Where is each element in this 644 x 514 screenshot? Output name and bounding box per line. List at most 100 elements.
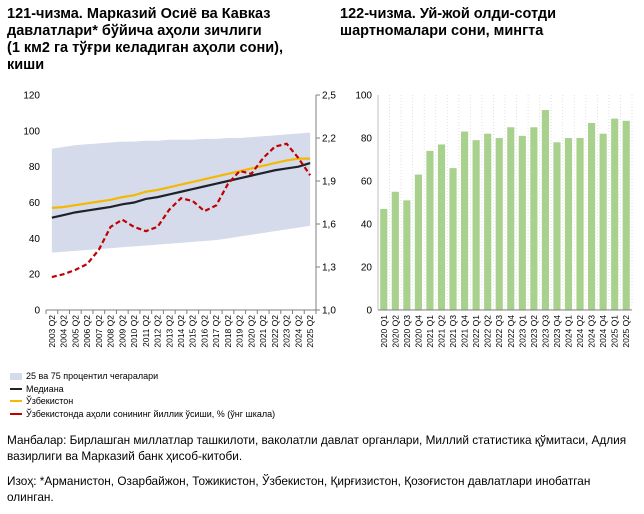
bar <box>484 133 492 310</box>
bar <box>380 208 388 310</box>
band-swatch <box>10 372 22 380</box>
source-note: Манбалар: Бирлашган миллатлар ташкилоти,… <box>7 433 627 463</box>
bar <box>588 122 596 310</box>
bar <box>553 142 561 310</box>
y-tick-label: 60 <box>361 177 373 188</box>
x-tick-label: 2024 Q3 <box>587 315 597 348</box>
bar <box>414 174 422 310</box>
right-title-line: 122-чизма. Уй-жой олди-сотди <box>340 6 557 22</box>
left-y-tick-label: 40 <box>29 234 41 245</box>
left-y-tick-label: 20 <box>29 270 41 281</box>
legend-item-uzbekistan: Ўзбекистон <box>10 395 275 408</box>
x-tick-label: 2011 Q2 <box>141 315 151 347</box>
x-tick-label: 2024 Q2 <box>293 315 303 348</box>
x-tick-label: 2008 Q2 <box>106 315 116 348</box>
x-tick-label: 2025 Q1 <box>610 315 620 348</box>
x-tick-label: 2020 Q2 <box>390 315 400 348</box>
bar <box>461 131 469 310</box>
legend-label: Ўзбекистон <box>26 396 74 406</box>
legend-label: Медиана <box>26 383 64 394</box>
legend-item-growth: Ўзбекистонда аҳоли сонининг йиллик ўсиши… <box>10 408 275 421</box>
bar <box>611 118 619 311</box>
left-y-tick-label: 80 <box>29 162 41 173</box>
x-tick-label: 2021 Q3 <box>448 315 458 348</box>
x-tick-label: 2007 Q2 <box>94 315 104 348</box>
right-y-tick-label: 1,9 <box>322 177 336 188</box>
right-chart-title: 122-чизма. Уй-жой олди-сотди шартномалар… <box>340 6 640 40</box>
bar <box>495 138 503 310</box>
x-tick-label: 2021 Q1 <box>425 315 435 348</box>
y-tick-label: 100 <box>355 91 372 102</box>
x-tick-label: 2024 Q1 <box>564 315 574 348</box>
right-y-tick-label: 2,5 <box>322 91 336 102</box>
x-tick-label: 2025 Q2 <box>305 315 315 348</box>
notes: Манбалар: Бирлашган миллатлар ташкилоти,… <box>7 432 637 514</box>
right-y-tick-label: 2,2 <box>322 134 336 145</box>
bar <box>576 138 584 310</box>
x-tick-label: 2022 Q2 <box>270 315 280 348</box>
bar <box>426 150 434 310</box>
x-tick-label: 2020 Q1 <box>379 315 389 348</box>
left-title-line: давлатлари* бўйича аҳоли зичлиги <box>7 23 262 39</box>
x-tick-label: 2023 Q2 <box>529 315 539 348</box>
bar <box>507 127 515 310</box>
median-swatch <box>10 387 22 390</box>
x-tick-label: 2009 Q2 <box>117 315 127 348</box>
x-tick-label: 2006 Q2 <box>82 315 92 348</box>
left-title-line: 121-чизма. Марказий Осиё ва Кавказ <box>7 6 271 22</box>
x-tick-label: 2010 Q2 <box>129 315 139 348</box>
x-tick-label: 2021 Q2 <box>437 315 447 348</box>
x-tick-label: 2024 Q2 <box>575 315 585 348</box>
x-tick-label: 2020 Q2 <box>246 315 256 348</box>
bar <box>403 200 411 310</box>
right-title-line: шартномалари сони, мингта <box>340 23 544 39</box>
bar <box>564 138 573 310</box>
right-y-tick-label: 1,3 <box>322 263 336 274</box>
x-tick-label: 2016 Q2 <box>199 315 209 348</box>
housing-contracts-chart: 0 20 40 60 80 100 2020 Q1 2020 Q2 2020 Q3 2020 Q4… <box>355 91 633 348</box>
x-tick-label: 2015 Q2 <box>188 315 198 348</box>
x-tick-label: 2023 Q4 <box>552 315 562 348</box>
remark-note: Изоҳ: *Арманистон, Озарбайжон, Тожикисто… <box>7 474 591 504</box>
legend-item-band: 25 ва 75 процентил чегаралари <box>10 370 275 383</box>
x-tick-label: 2023 Q3 <box>540 315 550 348</box>
growth-swatch <box>10 412 22 415</box>
uzbekistan-swatch <box>10 400 22 403</box>
left-chart-legend: 25 ва 75 процентил чегаралари Медиана Ўз… <box>10 370 275 420</box>
x-tick-label: 2017 Q2 <box>211 315 221 348</box>
y-tick-label: 0 <box>366 306 372 317</box>
right-y-tick-label: 1,0 <box>322 306 336 317</box>
x-tick-label: 2005 Q2 <box>70 315 80 348</box>
y-tick-label: 80 <box>361 134 373 145</box>
x-tick-label: 2021 Q4 <box>460 315 470 348</box>
legend-item-median: Медиана <box>10 383 275 396</box>
bar <box>518 135 526 310</box>
population-density-chart: 0 20 40 60 80 100 120 1,0 1,3 1,6 1,9 2,2 2,5 2003 Q2… <box>23 91 336 348</box>
left-title-line: киши <box>7 57 45 73</box>
bar <box>391 191 399 310</box>
left-chart-title: 121-чизма. Марказий Осиё ва Кавказ давла… <box>7 6 327 74</box>
bar <box>599 133 607 310</box>
x-tick-label: 2025 Q2 <box>621 315 631 348</box>
population-growth-line <box>51 142 312 279</box>
bar <box>530 127 538 310</box>
x-tick-label: 2022 Q1 <box>471 315 481 348</box>
x-tick-label: 2012 Q2 <box>153 315 163 348</box>
x-tick-label: 2023 Q1 <box>517 315 527 348</box>
legend-label: 25 ва 75 процентил чегаралари <box>26 371 159 381</box>
bar <box>437 144 446 310</box>
left-y-tick-label: 120 <box>23 91 40 102</box>
bar <box>449 168 457 310</box>
x-tick-label: 2018 Q2 <box>223 315 233 348</box>
x-tick-label: 2022 Q4 <box>506 315 516 348</box>
x-tick-label: 2019 Q2 <box>235 315 245 348</box>
left-y-tick-label: 100 <box>23 126 40 137</box>
x-tick-label: 2022 Q3 <box>494 315 504 348</box>
x-tick-label: 2020 Q3 <box>402 315 412 348</box>
x-tick-label: 2021 Q2 <box>258 315 268 348</box>
right-y-tick-label: 1,6 <box>322 220 336 231</box>
x-tick-label: 2022 Q2 <box>483 315 493 348</box>
bar <box>472 140 480 310</box>
bar <box>541 110 549 310</box>
legend-label: Ўзбекистонда аҳоли сонининг йиллик ўсиши… <box>26 408 276 419</box>
